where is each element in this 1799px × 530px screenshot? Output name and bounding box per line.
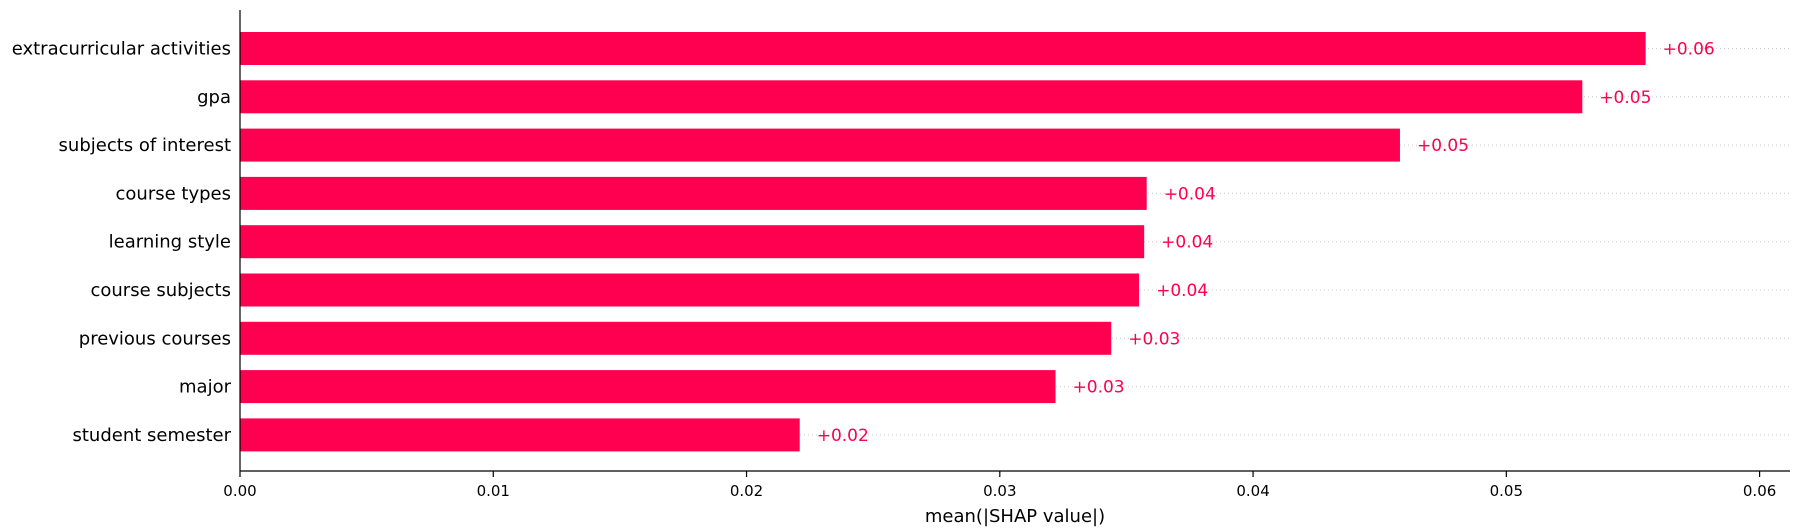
- bar-value-label: +0.06: [1663, 40, 1715, 60]
- category-label: course subjects: [90, 280, 231, 301]
- x-tick-label: 0.06: [1743, 482, 1776, 500]
- bar: [240, 80, 1583, 114]
- x-axis-title: mean(|SHAP value|): [925, 506, 1105, 527]
- category-label: gpa: [197, 87, 231, 108]
- x-tick-label: 0.04: [1236, 482, 1269, 500]
- category-labels: extracurricular activities gpa subjects of…: [12, 39, 232, 446]
- category-label: student semester: [72, 425, 231, 446]
- x-ticks: 0.00 0.01 0.02 0.03 0.04 0.05 0.06: [223, 471, 1776, 500]
- bar: [240, 370, 1056, 404]
- bar-value-label: +0.05: [1417, 136, 1469, 156]
- bar: [240, 128, 1400, 162]
- bar-value-label: +0.02: [817, 426, 869, 446]
- bar: [240, 176, 1147, 210]
- bar-value-label: +0.04: [1164, 184, 1216, 204]
- x-tick-label: 0.05: [1490, 482, 1523, 500]
- bar: [240, 273, 1140, 307]
- category-label: learning style: [109, 232, 231, 253]
- bar: [240, 418, 800, 452]
- x-tick-label: 0.03: [983, 482, 1016, 500]
- value-labels: +0.06 +0.05 +0.05 +0.04 +0.04 +0.04 +0.03 +0.03…: [817, 40, 1715, 446]
- category-label: extracurricular activities: [12, 39, 231, 60]
- bar-value-label: +0.03: [1128, 329, 1180, 349]
- x-tick-label: 0.01: [477, 482, 510, 500]
- bar-value-label: +0.05: [1599, 88, 1651, 108]
- axes: [239, 10, 1790, 472]
- bar-value-label: +0.04: [1161, 233, 1213, 253]
- x-tick-label: 0.02: [730, 482, 763, 500]
- bar: [240, 225, 1145, 259]
- category-label: subjects of interest: [59, 135, 231, 156]
- bar-value-label: +0.04: [1156, 281, 1208, 301]
- category-label: course types: [116, 183, 231, 204]
- category-label: major: [179, 377, 232, 398]
- bar: [240, 32, 1646, 65]
- bars: [240, 32, 1646, 452]
- bar: [240, 321, 1112, 355]
- category-label: previous courses: [79, 328, 231, 349]
- x-tick-label: 0.00: [223, 482, 256, 500]
- bar-value-label: +0.03: [1073, 378, 1125, 398]
